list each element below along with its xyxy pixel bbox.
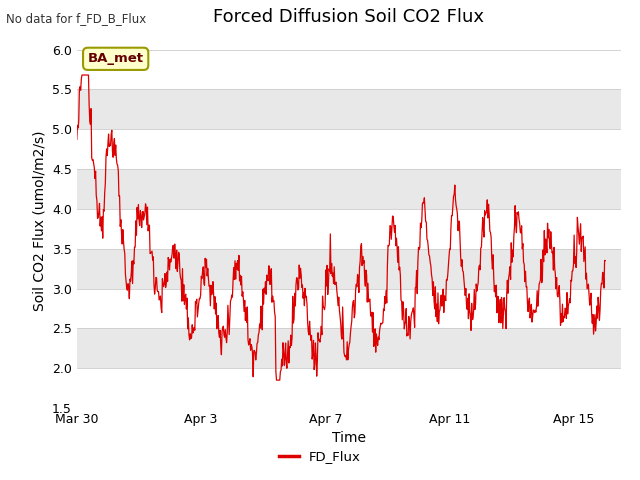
Bar [77, 328, 621, 368]
Bar [77, 209, 621, 249]
Bar [77, 368, 621, 408]
Legend: FD_Flux: FD_Flux [274, 445, 366, 468]
X-axis label: Time: Time [332, 432, 366, 445]
Title: Forced Diffusion Soil CO2 Flux: Forced Diffusion Soil CO2 Flux [213, 9, 484, 26]
Bar [77, 89, 621, 129]
Bar [77, 288, 621, 328]
Text: BA_met: BA_met [88, 52, 144, 65]
Bar [77, 49, 621, 89]
Bar [77, 249, 621, 288]
Bar [77, 129, 621, 169]
Text: No data for f_FD_B_Flux: No data for f_FD_B_Flux [6, 12, 147, 25]
Bar [77, 169, 621, 209]
Y-axis label: Soil CO2 Flux (umol/m2/s): Soil CO2 Flux (umol/m2/s) [33, 131, 46, 311]
